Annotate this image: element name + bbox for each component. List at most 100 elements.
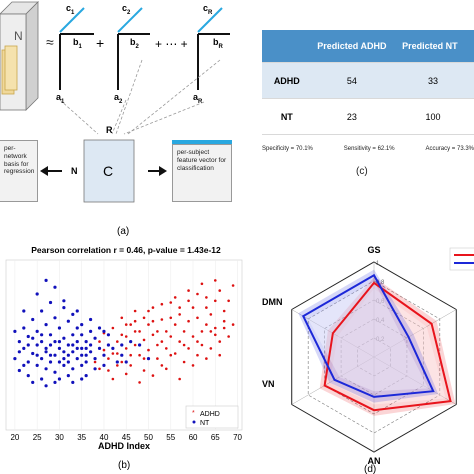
scatter-point-adhd [124,372,128,376]
scatter-point-adhd [173,296,177,299]
scatter-point-nt [13,329,17,333]
scatter-point-adhd [222,326,226,330]
scatter-point-adhd [107,357,110,360]
scatter-point-nt [57,360,62,364]
scatter-point-adhd [213,279,217,282]
scatter-point-nt [48,300,53,305]
scatter-point-adhd [182,360,186,364]
scatter-point-nt [102,363,106,367]
scatter-point-nt [40,309,44,313]
panel-d-caption: (d) [364,464,376,474]
matrix-label: C [103,163,113,179]
right-box-bar [172,140,232,144]
scatter-point-nt [31,351,35,356]
scatter-point-nt [75,357,79,361]
scatter-point-adhd [124,347,128,350]
scatter-point-nt [62,336,66,340]
scatter-point-adhd [142,316,146,320]
radar-series-blue [301,273,435,398]
scatter-legend: * ADHD NT [185,405,239,429]
scatter-point-nt [89,329,93,333]
scatter-point-adhd [173,323,177,326]
scatter-point-nt [62,350,66,354]
radar-band-red [319,277,456,416]
scatter-point-adhd [227,335,230,338]
radar-ring-label: 1 [376,261,380,267]
scatter-point-nt [53,316,57,320]
scatter-point-nt [71,343,75,347]
scatter-point-nt [62,357,66,361]
scatter-point-adhd [124,335,128,338]
scatter-point-nt [102,329,106,333]
scatter-point-adhd [138,381,141,384]
scatter-point-nt [97,346,102,350]
scatter-point-adhd [120,333,124,337]
scatter-point-adhd [169,353,173,357]
header-predicted-adhd: Predicted ADHD [311,30,393,63]
right-box-text: per-subject feature vector for classific… [177,149,227,172]
scatter-point-adhd [191,306,195,309]
scatter-point-nt [66,353,70,357]
scatter-point-nt [102,353,106,357]
scatter-point-nt [124,360,128,364]
arrow-right-head [159,166,167,176]
confusion-table: Predicted ADHD Predicted NT ADHD 54 33 N… [262,30,474,135]
scatter-point-adhd [205,323,208,326]
sensitivity-text: Sensitivity = 62.1% [343,146,395,152]
cr-label: cR [203,3,213,16]
scatter-point-nt [31,317,35,322]
scatter-point-adhd [160,318,164,321]
scatter-point-adhd [209,313,213,316]
scatter-point-adhd [138,353,141,357]
row-label-adhd: ADHD [262,62,312,99]
scatter-point-nt [48,343,53,347]
scatter-point-nt [48,360,53,364]
right-box: per-subject feature vector for classific… [172,144,232,202]
scatter-point-adhd [160,340,164,343]
radar-axis-an: AN [368,456,381,466]
radar-axis-vn: VN [262,379,275,389]
scatter-point-nt [80,346,84,350]
scatter-point-adhd [116,364,119,367]
scatter-point-nt [62,306,66,310]
scatter-point-nt [48,353,53,357]
scatter-point-nt [84,374,88,378]
scatter-point-nt [93,336,97,340]
scatter-point-adhd [129,353,132,357]
scatter-point-nt [22,346,26,350]
a1-label: a1 [56,92,65,105]
scatter-point-nt [84,353,88,357]
scatter-point-adhd [196,292,199,296]
scatter-point-adhd [231,323,235,326]
panel-b-caption: (b) [118,460,130,471]
scatter-title: Pearson correlation r = 0.46, p-value = … [31,245,221,255]
scatter-point-adhd [107,369,110,372]
scatter-point-nt [93,367,97,371]
scatter-point-adhd [169,335,173,338]
radar-ring-label: 0.4 [376,318,385,324]
radar-chart: 0.2 0.4 0.6 0.8 1 GS AN DMN VN (d) [262,245,474,474]
scatter-point-nt [106,343,111,347]
scatter-point-nt [26,334,30,339]
tensor-cube: N [0,1,39,111]
a2-label: a2 [114,92,123,105]
scatter-plot-area [5,259,243,431]
scatter-point-adhd [98,340,101,343]
scatter-point-adhd [205,306,208,309]
scatter-point-adhd [187,347,190,350]
scatter-point-adhd [200,343,204,347]
svg-text:*: * [192,410,195,417]
scatter-point-nt [120,343,124,347]
header-predicted-nt: Predicted NT [392,30,474,63]
scatter-point-adhd [138,330,141,333]
radar-band-blue [298,269,439,403]
accuracy-text: Accuracy = 73.3% [425,146,474,152]
scatter-point-nt [93,357,97,361]
scatter-point-nt [22,326,26,330]
radar-band-inner-blue [308,281,429,392]
scatter-point-adhd [213,326,217,330]
scatter-point-adhd [147,309,150,313]
scatter-point-adhd [218,340,222,343]
scatter-point-adhd [213,333,217,337]
scatter-point-nt [31,380,35,384]
